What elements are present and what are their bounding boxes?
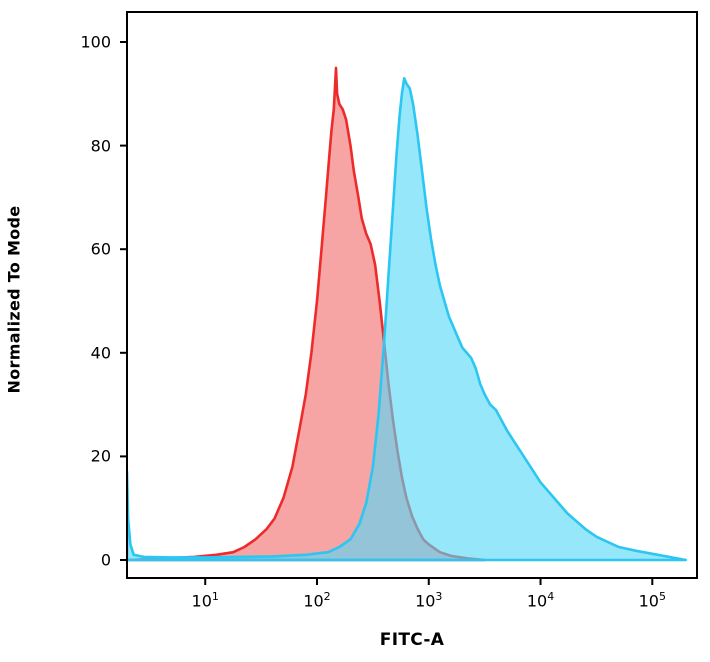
x-tick-label: 104	[526, 590, 555, 611]
y-tick-label: 20	[90, 446, 111, 466]
y-axis-title: Normalized To Mode	[4, 205, 24, 394]
x-axis-title: FITC-A	[379, 630, 445, 650]
y-tick-label: 60	[90, 239, 111, 259]
x-tick-label: 101	[191, 590, 219, 611]
x-tick-label: 105	[638, 590, 666, 611]
plot-border	[126, 11, 698, 579]
y-tick-label: 100	[80, 32, 111, 52]
x-tick-label: 102	[303, 590, 331, 611]
y-tick-label: 40	[90, 343, 111, 363]
y-tick-label: 80	[90, 136, 111, 156]
cyan-test-population-curve	[128, 77, 688, 562]
y-tick-label: 0	[100, 550, 111, 570]
x-tick-label: 103	[415, 590, 443, 611]
